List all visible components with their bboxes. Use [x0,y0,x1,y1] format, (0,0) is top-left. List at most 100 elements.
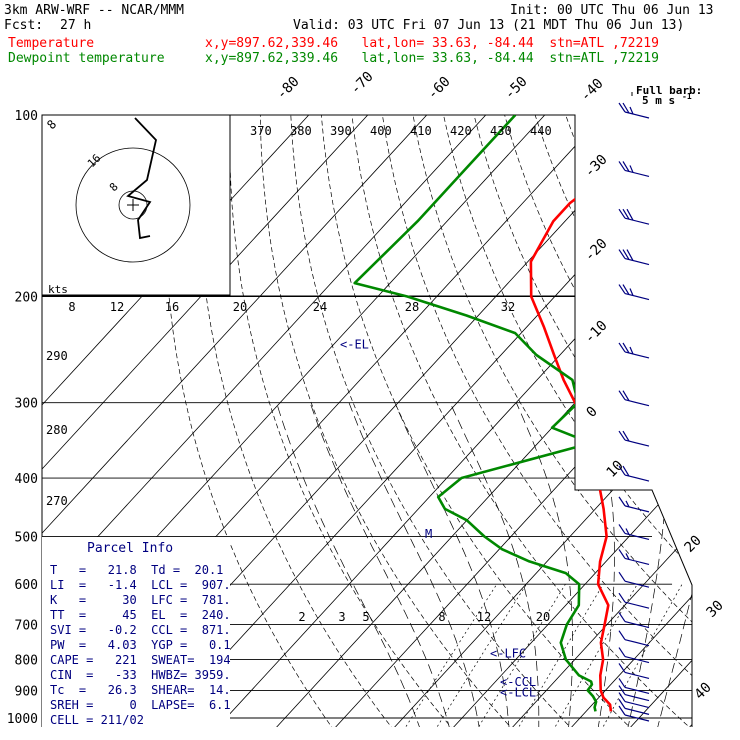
mixing-ratio-label: 20 [536,610,550,624]
mixing-ratio-line [434,584,527,727]
wind-barb [618,705,650,722]
moist-adiabat [626,402,668,727]
wind-barb [618,430,650,447]
wind-barb-shaft [624,714,650,722]
hodograph-kts-label: kts [48,283,68,296]
wind-barb-flag [618,685,626,695]
wind-barb-flag [618,571,626,582]
wind-barb [618,102,650,119]
wind-barb-shaft [624,707,650,715]
wind-barb [618,571,650,588]
isotherm-label: 40 [692,680,715,703]
isotherm [449,115,692,727]
parcel-info-row: SREH = 0 LAPSE= 6.1 [50,698,231,712]
mixing-ratio-label: 3 [338,610,345,624]
moist-adiabat [449,402,540,727]
parcel-info-row: K = 30 LFC = 781. [50,593,231,607]
wind-barb [618,465,650,482]
dry-adiabat [290,115,574,727]
hodograph-axis-label: 20 [233,300,247,314]
wind-barb [618,390,650,407]
parcel-info-row: CIN = -33 HWBZ= 3959. [50,668,231,682]
isentrope-label: 440 [530,124,552,138]
hodograph-axis-label: 16 [165,300,179,314]
isotherm-label: 10 [604,458,627,481]
isotherm-label: 20 [682,533,705,556]
pressure-tick-label: 700 [15,619,38,634]
wind-barb [618,592,650,609]
hodograph-axis-label: 24 [313,300,327,314]
isentrope-label: 270 [46,494,68,508]
wind-barb [618,647,650,664]
legend-dewpoint-info: x,y=897.62,339.46 lat,lon= 33.63, -84.44… [205,51,659,66]
chart-frame [42,114,693,727]
moist-adiabat [394,402,510,727]
wind-barb-shaft [624,694,650,702]
wind-barb-half [625,553,630,560]
isotherm [42,115,369,727]
dry-adiabat [351,115,692,727]
dry-adiabat [718,115,740,731]
mixing-ratio-line [403,584,498,727]
model-title: 3km ARW-WRF -- NCAR/MMM [4,3,185,18]
pressure-tick-label: 300 [15,397,38,412]
pressure-tick-label: 800 [15,654,38,669]
dry-adiabat [382,115,692,727]
wind-barb-flag [618,161,626,171]
level-marker: <-LFC [490,646,526,660]
mixing-ratio-label: 12 [477,610,491,624]
isotherm [213,115,692,727]
level-marker: <-EL [340,337,369,351]
wind-barb-half [625,528,630,535]
pressure-tick-label: 600 [15,578,38,593]
pressure-tick-label: 400 [15,472,38,487]
wind-barb-flag [618,342,626,353]
isotherm-label: -80 [274,74,303,103]
isentrope-label: 390 [330,124,352,138]
parcel-info-row: LI = -1.4 LCL = 907. [50,578,231,592]
parcel-info-row: CELL = 211/02 [50,713,144,727]
wind-barb-flag [622,430,630,442]
wind-barb-flag [618,699,626,709]
isotherm-label: -50 [502,74,531,103]
dry-adiabat [656,115,692,727]
hodograph-axis-label: 28 [405,300,419,314]
mixing-ratio-label: 2 [298,610,305,624]
wind-barb [618,549,650,566]
wind-barb-half [629,165,634,173]
wind-barb-flag [622,102,630,114]
moist-adiabat [276,402,422,727]
isotherm-label: -70 [348,69,377,98]
wind-barb-shaft [624,639,650,647]
wind-barb [618,678,650,694]
isotherm-label: -30 [582,152,611,181]
dry-adiabat [443,115,692,727]
pressure-tick-label: 900 [15,684,38,699]
hodograph-axis-label: 32 [501,300,515,314]
isentrope-label: 370 [250,124,272,138]
dry-adiabat [504,115,692,727]
parcel-info-row: PW = 4.03 YGP = 0.1 [50,638,231,652]
wind-barb-shaft [624,580,650,588]
parcel-info-row: TT = 45 EL = 240. [50,608,231,622]
level-marker: <-LCL [500,685,536,699]
dry-adiabat [595,115,692,727]
isotherm-label: -40 [578,76,607,105]
level-marker: <-CCL [500,675,536,689]
forecast-label: Fcst: [4,18,44,33]
isotherm [42,115,487,727]
wind-barb [618,161,650,178]
moist-adiabat [656,402,692,727]
dry-adiabat [164,115,335,727]
wind-barb-flag [618,496,626,507]
isotherm-label: 30 [704,598,727,621]
wind-barb-flag [622,342,630,354]
level-marker: M [425,527,432,541]
legend-dewpoint-name: Dewpoint temperature [8,51,165,66]
isotherm-label: -10 [582,318,611,347]
wind-barb-flag [618,549,626,559]
isotherm [154,115,692,727]
wind-barb [618,284,650,301]
isotherm [272,115,692,727]
